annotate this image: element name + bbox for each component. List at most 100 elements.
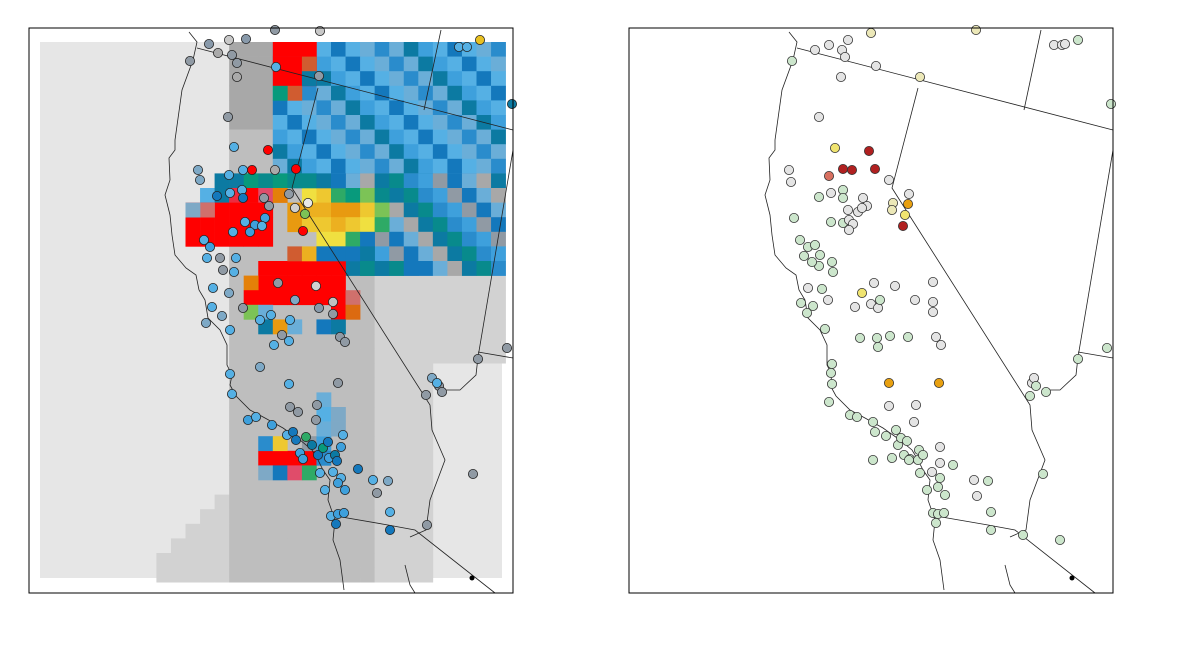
grid-cell <box>447 144 463 160</box>
grid-cell <box>461 275 477 291</box>
grid-cell <box>229 450 244 466</box>
bias-point <box>887 452 898 463</box>
grid-cell <box>389 173 405 189</box>
bias-panel <box>628 24 1117 594</box>
grid-cell <box>316 85 332 101</box>
obs-point <box>237 164 248 175</box>
grid-cell <box>272 553 288 568</box>
bias-point <box>904 454 915 465</box>
grid-cell <box>418 217 434 233</box>
obs-point <box>306 439 317 450</box>
bias-point <box>931 331 942 342</box>
grid-cell <box>287 246 303 262</box>
grid-cell <box>491 304 506 320</box>
grid-cell <box>185 202 201 218</box>
grid-cell <box>491 100 506 116</box>
grid-cell <box>432 115 448 130</box>
grid-cell <box>301 523 317 539</box>
grid-cell <box>461 319 477 335</box>
grid-cell <box>287 173 303 189</box>
obs-point <box>206 301 217 312</box>
obs-point <box>313 302 324 313</box>
grid-cell <box>229 480 244 495</box>
grid-cell <box>403 421 419 437</box>
grid-cell <box>403 42 419 57</box>
grid-cell <box>360 42 375 57</box>
grid-cell <box>432 275 448 291</box>
bias-point <box>1102 342 1113 353</box>
grid-cell <box>287 261 303 276</box>
grid-cell <box>345 158 361 174</box>
grid-cell <box>447 158 463 174</box>
grid-cell <box>272 407 288 422</box>
grid-cell <box>418 261 434 276</box>
grid-cell <box>403 509 419 525</box>
obs-point <box>268 339 279 350</box>
grid-cell <box>301 85 317 101</box>
grid-cell <box>360 217 375 233</box>
grid-cell <box>316 523 332 539</box>
grid-cell <box>316 319 332 335</box>
bias-point <box>948 459 959 470</box>
obs-point <box>337 429 348 440</box>
grid-cell <box>403 348 419 364</box>
bias-point <box>940 489 951 500</box>
grid-cell <box>403 261 419 276</box>
grid-cell <box>345 509 361 525</box>
grid-cell <box>403 246 419 262</box>
obs-point <box>214 252 225 263</box>
bias-point <box>1060 39 1071 50</box>
grid-cell <box>418 144 434 160</box>
bias-point <box>986 506 997 517</box>
grid-cell <box>447 275 463 291</box>
obs-point <box>284 314 295 325</box>
grid-cell <box>287 523 303 539</box>
bias-point <box>803 282 814 293</box>
grid-cell <box>491 129 506 145</box>
grid-cell <box>229 129 244 145</box>
gulf-coast <box>1004 564 1016 594</box>
bias-point <box>826 216 837 227</box>
bias-point <box>872 332 883 343</box>
grid-cell <box>272 480 288 495</box>
obs-point <box>254 314 265 325</box>
grid-cell <box>476 202 492 218</box>
obs-point <box>246 164 257 175</box>
grid-cell <box>374 217 390 233</box>
grid-cell <box>447 71 463 87</box>
grid-cell <box>476 158 492 174</box>
bias-point <box>787 56 798 67</box>
obs-point <box>237 192 248 203</box>
grid-cell <box>287 348 303 364</box>
grid-cell <box>258 173 274 189</box>
grid-cell <box>491 319 506 335</box>
bias-point <box>784 164 795 175</box>
bias-point <box>796 297 807 308</box>
grid-cell <box>418 231 434 247</box>
grid-cell <box>389 290 405 306</box>
grid-cell <box>258 246 274 262</box>
bias-point <box>986 525 997 536</box>
grid-cell <box>243 319 259 335</box>
grid-cell <box>389 56 405 72</box>
grid-cell <box>374 377 390 393</box>
obs-point <box>237 302 248 313</box>
grid-cell <box>374 188 390 203</box>
state-border-ca-nv <box>891 87 1046 538</box>
grid-cell <box>403 319 419 335</box>
bias-point <box>802 307 813 318</box>
grid-cell <box>345 538 361 554</box>
grid-cell <box>360 56 375 72</box>
grid-cell <box>243 377 259 393</box>
obs-point <box>314 467 325 478</box>
grid-cell <box>432 100 448 116</box>
grid-cell <box>345 100 361 116</box>
grid-cell <box>316 421 332 437</box>
grid-cell <box>345 334 361 349</box>
grid-cell <box>301 304 317 320</box>
grid-cell <box>418 538 434 554</box>
grid-cell <box>214 202 230 218</box>
grid-cell <box>403 392 419 408</box>
bias-point <box>927 466 938 477</box>
bias-point <box>799 250 810 261</box>
